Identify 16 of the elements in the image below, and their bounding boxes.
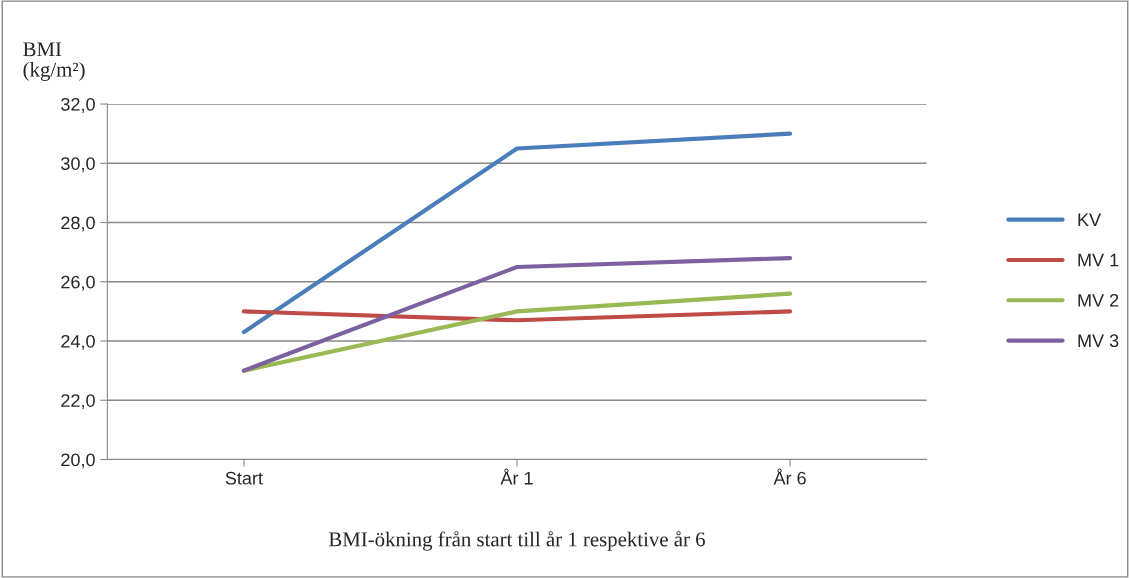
x-tick-label: År 1	[500, 468, 533, 485]
y-tick-label: 32,0	[61, 97, 95, 113]
x-tick-label: År 6	[773, 468, 806, 485]
legend-label: MV 2	[1078, 293, 1119, 307]
x-axis-title: BMI-ökning från start till år 1 respektive år 6	[328, 531, 705, 551]
y-tick-label: 20,0	[61, 453, 95, 469]
y-tick-label: 30,0	[61, 157, 95, 173]
legend-label: KV	[1078, 213, 1102, 226]
y-tick-label: 24,0	[61, 334, 95, 350]
y-tick-label: 28,0	[61, 216, 95, 232]
legend-label: MV 1	[1078, 253, 1119, 267]
y-tick-label: 22,0	[61, 394, 95, 410]
x-tick-label: Start	[225, 471, 263, 485]
y-tick-label: 26,0	[61, 275, 95, 291]
y-axis-title: BMI (kg/m²)	[23, 42, 85, 81]
legend-label: MV 3	[1078, 334, 1119, 348]
